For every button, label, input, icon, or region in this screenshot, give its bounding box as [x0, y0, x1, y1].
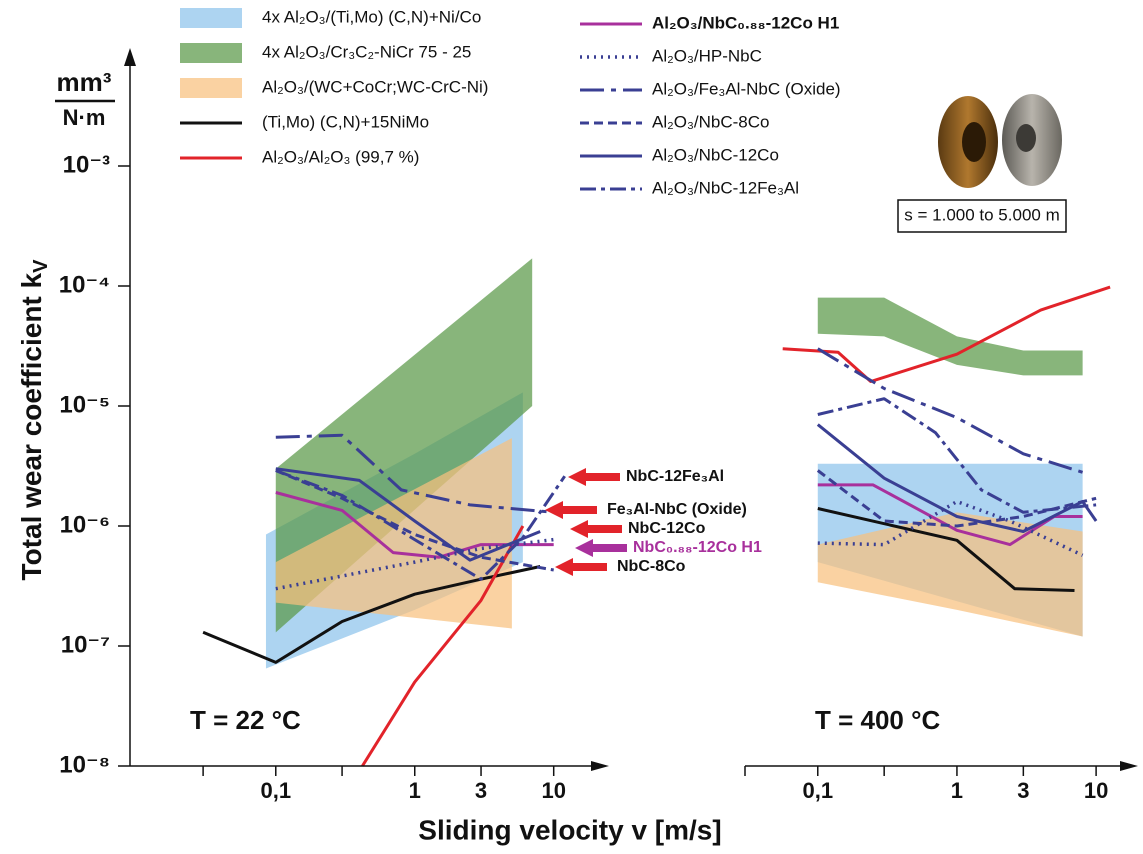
annotation-label: NbC-12Co [628, 520, 706, 537]
annotation-arrow [568, 468, 620, 486]
panel-series [817, 397, 1097, 514]
band [275, 438, 512, 629]
legend-swatch [180, 78, 242, 98]
panel-series [361, 525, 525, 767]
axes: 10⁻⁸ 10⁻⁷ 10⁻⁶ 10⁻⁵ 10⁻⁴ 10⁻³ 0,1 1 3 10 T = 22 °C… [59, 48, 1138, 803]
y-tick-label: 10⁻⁴ [59, 271, 110, 298]
y-tick-label: 10⁻³ [63, 151, 110, 178]
line [275, 433, 554, 514]
x-tick-label: 3 [475, 778, 487, 803]
y-tick-label: 10⁻⁵ [59, 391, 110, 418]
line [816, 469, 1097, 528]
legend-label: (Ti,Mo) (C,N)+15NiMo [262, 112, 429, 131]
y-unit-denominator: N·m [63, 105, 106, 130]
legend-label: Al₂O₃/Al₂O₃ (99,7 %) [262, 147, 419, 166]
legend-label: 4x Al₂O₃/(Ti,Mo) (C,N)+Ni/Co [262, 7, 481, 26]
legend-label: Al₂O₃/NbC₀.₈₈-12Co H1 [652, 13, 839, 32]
panel-series [817, 347, 1084, 474]
annotation-arrow [575, 539, 627, 557]
line [361, 525, 525, 767]
legend-label: Al₂O₃/(WC+CoCr;WC-CrC-Ni) [262, 77, 488, 96]
panel-series [817, 507, 1075, 592]
annotation-arrow [545, 501, 597, 519]
inset-box [897, 199, 1067, 233]
annotation-label: NbC-8Co [617, 558, 686, 575]
panel-series [275, 469, 566, 581]
panel-series [817, 483, 1083, 547]
line [782, 285, 1111, 383]
legend-label: 4x Al₂O₃/Cr₃C₂-NiCr 75 - 25 [262, 42, 471, 61]
panel-series [782, 285, 1111, 383]
line [202, 565, 541, 664]
line [275, 469, 566, 581]
y-axis-label-main: Total wear coefficient k [16, 272, 47, 580]
legend-label: Al₂O₃/NbC-12Fe₃Al [652, 178, 799, 197]
line [275, 467, 541, 562]
line [275, 491, 554, 559]
panel-label: T = 22 °C [190, 705, 301, 735]
x-axis-label: Sliding velocity v [m/s] [418, 814, 721, 845]
y-unit-numerator: mm³ [57, 67, 112, 97]
legend: 4x Al₂O₃/(Ti,Mo) (C,N)+Ni/Co 4x Al₂O₃/Cr₃… [180, 7, 841, 197]
legend-swatch [180, 43, 242, 63]
panel-label: T = 400 °C [815, 705, 941, 735]
panel-series [817, 512, 1083, 637]
line [817, 483, 1083, 547]
inset-label: s = 1.000 to 5.000 m [904, 205, 1059, 224]
panel-series [816, 469, 1097, 528]
x-tick-label: 3 [1017, 778, 1029, 803]
annotation-label: Fe₃Al-NbC (Oxide) [607, 501, 747, 518]
x-tick-label: 10 [541, 778, 565, 803]
y-tick-label: 10⁻⁷ [61, 631, 110, 658]
y-tick-label: 10⁻⁶ [60, 511, 110, 538]
line [817, 397, 1097, 514]
x-tick-label: 1 [951, 778, 963, 803]
legend-label: Al₂O₃/HP-NbC [652, 46, 762, 65]
annotation-label: NbC₀.₈₈-12Co H1 [633, 539, 762, 556]
panel-series [817, 297, 1083, 376]
panel-series [202, 565, 541, 664]
legend-swatch [180, 8, 242, 28]
x-axis-arrow [1120, 761, 1138, 771]
x-tick-label: 1 [409, 778, 421, 803]
x-tick-label: 0,1 [260, 778, 291, 803]
x-tick-label: 0,1 [802, 778, 833, 803]
x-axis-arrow [591, 761, 609, 771]
inset-rings [938, 94, 1062, 188]
band [817, 297, 1083, 376]
band [817, 512, 1083, 637]
panel-series [275, 438, 512, 629]
panel-series [275, 433, 554, 514]
legend-label: Al₂O₃/NbC-12Co [652, 145, 779, 164]
line [275, 469, 554, 572]
y-axis-label: Total wear coefficient kV [16, 259, 52, 581]
panel-series [275, 467, 541, 562]
y-axis-label-sub: V [30, 259, 52, 273]
panel-series [275, 469, 554, 572]
line [817, 507, 1075, 592]
x-tick-label: 10 [1084, 778, 1108, 803]
legend-label: Al₂O₃/Fe₃Al-NbC (Oxide) [652, 79, 841, 98]
plot-area: NbC-12Fe₃Al Fe₃Al-NbC (Oxide) NbC-12Co NbC₀… [202, 258, 1111, 767]
legend-label: Al₂O₃/NbC-8Co [652, 112, 769, 131]
annotation-arrow [570, 520, 622, 538]
y-tick-label: 10⁻⁸ [59, 751, 110, 778]
annotation-label: NbC-12Fe₃Al [626, 468, 724, 485]
y-axis-arrow [124, 48, 136, 66]
panel-series [275, 491, 554, 559]
line [817, 347, 1084, 474]
annotation-arrow [555, 558, 607, 576]
